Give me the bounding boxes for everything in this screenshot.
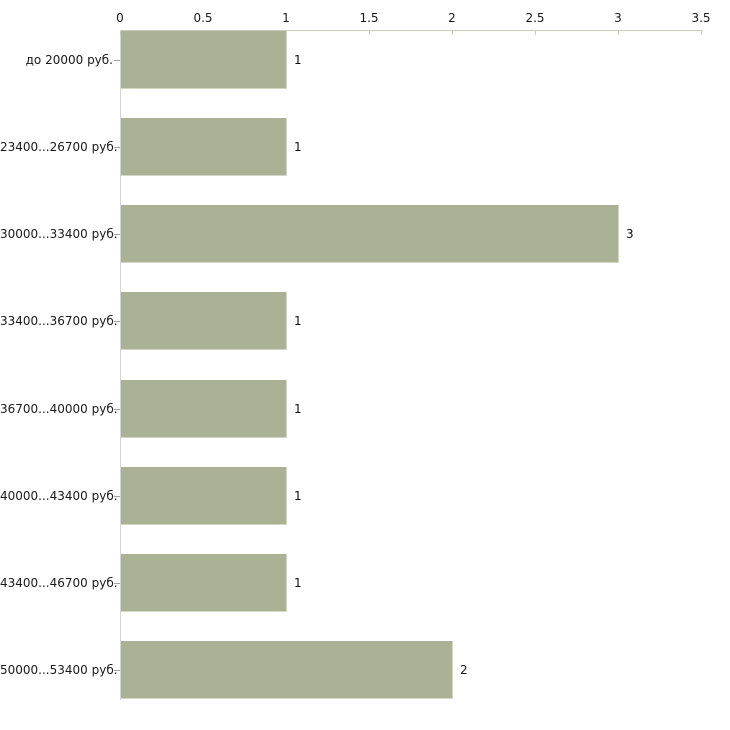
category-tick-mark (114, 670, 120, 671)
bar (121, 205, 619, 263)
category-tick-mark (114, 583, 120, 584)
bar-value-label: 1 (294, 402, 302, 416)
category-label: 33400...36700 руб. (0, 314, 118, 328)
category-tick-mark (114, 409, 120, 410)
x-axis-tick-mark (618, 31, 619, 35)
bar (121, 31, 287, 89)
bar (121, 467, 287, 525)
category-label: 30000...33400 руб. (0, 227, 118, 241)
x-axis-tick-label: 3.5 (691, 11, 711, 25)
bar (121, 641, 453, 699)
y-axis-line (120, 30, 121, 700)
x-axis-tick-label: 0 (116, 11, 124, 25)
category-label: 50000...53400 руб. (0, 663, 118, 677)
x-axis-tick-label: 1.5 (359, 11, 379, 25)
bar-value-label: 1 (294, 53, 302, 67)
x-axis-tick-mark (701, 31, 702, 35)
category-label: до 20000 руб. (25, 53, 113, 67)
x-axis-tick-label: 3 (614, 11, 622, 25)
bar (121, 380, 287, 438)
category-tick-mark (114, 234, 120, 235)
bar (121, 118, 287, 176)
x-axis-tick-label: 0.5 (193, 11, 213, 25)
x-axis-line (120, 30, 703, 31)
x-axis-tick-mark (120, 31, 121, 35)
bar-value-label: 1 (294, 314, 302, 328)
x-axis-tick-label: 2.5 (525, 11, 545, 25)
category-tick-mark (114, 147, 120, 148)
x-axis-tick-mark (369, 31, 370, 35)
category-tick-mark (114, 496, 120, 497)
bar-value-label: 1 (294, 489, 302, 503)
category-label: 36700...40000 руб. (0, 402, 118, 416)
category-label: 40000...43400 руб. (0, 489, 118, 503)
category-label: 43400...46700 руб. (0, 576, 118, 590)
category-tick-mark (114, 321, 120, 322)
category-tick-mark (114, 60, 120, 61)
bar-value-label: 1 (294, 140, 302, 154)
x-axis-tick-label: 2 (448, 11, 456, 25)
x-axis-tick-mark (452, 31, 453, 35)
bar (121, 292, 287, 350)
bar-value-label: 2 (460, 663, 468, 677)
bar-value-label: 1 (294, 576, 302, 590)
bar-value-label: 3 (626, 227, 634, 241)
bar (121, 554, 287, 612)
category-label: 23400...26700 руб. (0, 140, 118, 154)
x-axis-tick-label: 1 (282, 11, 290, 25)
x-axis-tick-mark (535, 31, 536, 35)
